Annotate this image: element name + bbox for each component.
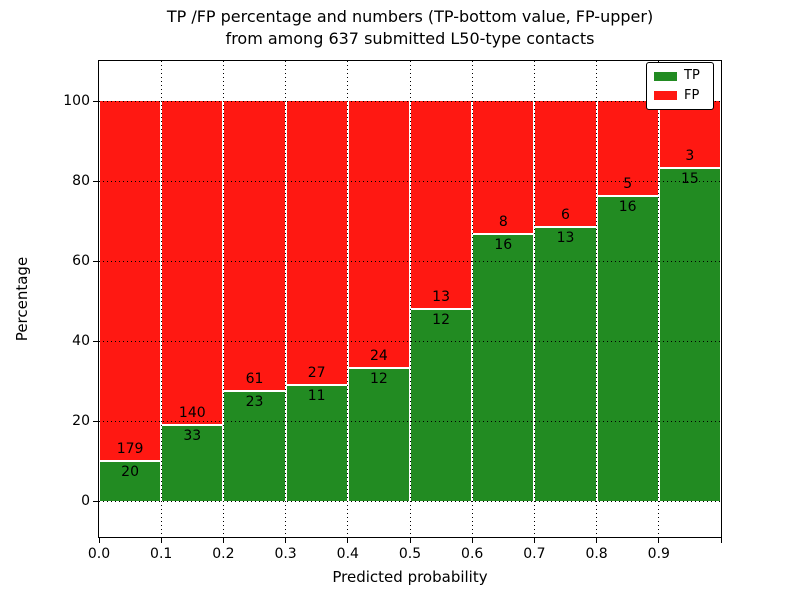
- fp-count-label: 8: [498, 214, 508, 231]
- fp-segment: [659, 101, 720, 167]
- x-tick-label-0.3: 0.3: [274, 546, 297, 562]
- y-tick-mark: [93, 500, 98, 502]
- x-tick-label-0.2: 0.2: [212, 546, 235, 562]
- x-axis-label: Predicted probability: [332, 568, 488, 586]
- bar-0.7-0.8: 6 13: [535, 101, 596, 501]
- x-tick-mark: [160, 538, 162, 543]
- fp-segment: [473, 101, 534, 234]
- tp-count-label: 12: [432, 312, 450, 328]
- bar-0.3-0.4: 27 11: [286, 101, 347, 501]
- legend-entry-fp: FP: [654, 87, 713, 103]
- x-tick-mark: [98, 538, 100, 543]
- plot-area: 179 20 140 33 61 23 27 11 24 12 13 12 8 16 6 13 5 16 3 15 T…: [98, 60, 722, 538]
- y-tick-label-20: 20: [72, 413, 90, 429]
- x-tick-label-0.5: 0.5: [398, 546, 422, 562]
- bar-0.1-0.2: 140 33: [162, 101, 223, 501]
- tp-segment: [659, 168, 720, 501]
- fp-segment: [411, 101, 472, 308]
- x-tick-label-0.6: 0.6: [461, 546, 484, 562]
- y-tick-mark: [93, 420, 98, 422]
- bar-0.4-0.5: 24 12: [348, 101, 409, 501]
- tp-segment: [535, 228, 596, 501]
- tp-swatch-icon: [654, 71, 677, 81]
- y-tick-mark: [93, 100, 98, 102]
- bar-0.6-0.7: 8 16: [473, 101, 534, 501]
- tp-count-label: 15: [680, 170, 699, 187]
- y-tick-label-80: 80: [72, 173, 90, 189]
- bars-layer: 179 20 140 33 61 23 27 11 24 12 13 12 8 16 6 13 5 16 3 15: [99, 61, 721, 537]
- legend-label-tp: TP: [684, 68, 700, 84]
- tp-segment: [411, 310, 472, 501]
- tp-count-label: 12: [369, 370, 388, 387]
- x-tick-label-0.9: 0.9: [647, 546, 670, 562]
- x-tick-mark: [409, 538, 411, 543]
- fp-segment: [224, 101, 285, 391]
- legend-entry-tp: TP: [654, 69, 713, 83]
- y-tick-mark: [93, 340, 98, 342]
- x-tick-label-0.7: 0.7: [523, 546, 546, 562]
- tp-count-label: 16: [494, 237, 513, 254]
- x-tick-mark: [285, 538, 287, 543]
- chart-title-line1: TP /FP percentage and numbers (TP-bottom…: [166, 7, 654, 26]
- tp-segment: [162, 425, 223, 501]
- x-tick-label-0.4: 0.4: [336, 546, 359, 562]
- tp-segment: [100, 461, 161, 501]
- tp-count-label: 13: [556, 230, 575, 247]
- tp-segment: [473, 235, 534, 501]
- fp-count-label: 179: [116, 440, 144, 457]
- fp-segment: [162, 101, 223, 424]
- y-tick-label-40: 40: [72, 333, 90, 349]
- fp-count-label: 3: [685, 147, 695, 164]
- fp-count-label: 24: [369, 347, 388, 364]
- y-tick-mark: [93, 180, 98, 182]
- x-tick-mark: [658, 538, 660, 543]
- y-axis-label: Percentage: [13, 256, 31, 342]
- fp-count-label: 27: [307, 365, 326, 382]
- bar-0.0-0.1: 179 20: [100, 101, 161, 501]
- legend-label-fp: FP: [684, 87, 700, 103]
- y-tick-label-0: 0: [81, 493, 90, 509]
- x-tick-mark: [347, 538, 349, 543]
- y-tick-mark: [93, 260, 98, 262]
- fp-count-label: 61: [245, 371, 264, 388]
- tp-segment: [224, 392, 285, 501]
- x-tick-mark: [471, 538, 473, 543]
- bar-0.5-0.6: 13 12: [411, 101, 472, 501]
- fp-segment: [535, 101, 596, 227]
- y-tick-label-100: 100: [63, 93, 90, 109]
- fp-segment: [286, 101, 347, 385]
- fp-count-label: 140: [178, 404, 206, 421]
- fp-count-label: 13: [432, 289, 450, 305]
- x-tick-label-0.0: 0.0: [87, 546, 111, 562]
- tp-segment: [348, 368, 409, 501]
- fp-segment: [348, 101, 409, 367]
- tp-segment: [597, 197, 658, 501]
- fp-segment: [597, 101, 658, 196]
- tp-count-label: 23: [245, 394, 264, 411]
- tp-count-label: 16: [618, 199, 637, 216]
- bar-0.2-0.3: 61 23: [224, 101, 285, 501]
- y-tick-label-60: 60: [72, 253, 90, 269]
- x-tick-label-0.8: 0.8: [585, 546, 608, 562]
- x-tick-mark: [222, 538, 224, 543]
- fp-count-label: 6: [561, 207, 570, 224]
- x-tick-mark: [533, 538, 535, 543]
- chart-title-line2: from among 637 submitted L50-type contac…: [225, 29, 595, 48]
- x-tick-label-0.1: 0.1: [150, 546, 173, 562]
- tp-count-label: 11: [307, 388, 326, 405]
- tp-count-label: 33: [183, 427, 202, 444]
- tp-count-label: 20: [121, 463, 139, 480]
- x-tick-mark: [720, 538, 722, 543]
- bar-0.9-1.0: 3 15: [659, 101, 720, 501]
- fp-segment: [100, 101, 161, 460]
- bar-0.8-0.9: 5 16: [597, 101, 658, 501]
- fp-count-label: 5: [623, 176, 633, 193]
- legend: TP FP: [646, 62, 714, 110]
- tp-segment: [286, 386, 347, 501]
- fp-swatch-icon: [654, 91, 677, 101]
- x-tick-mark: [596, 538, 598, 543]
